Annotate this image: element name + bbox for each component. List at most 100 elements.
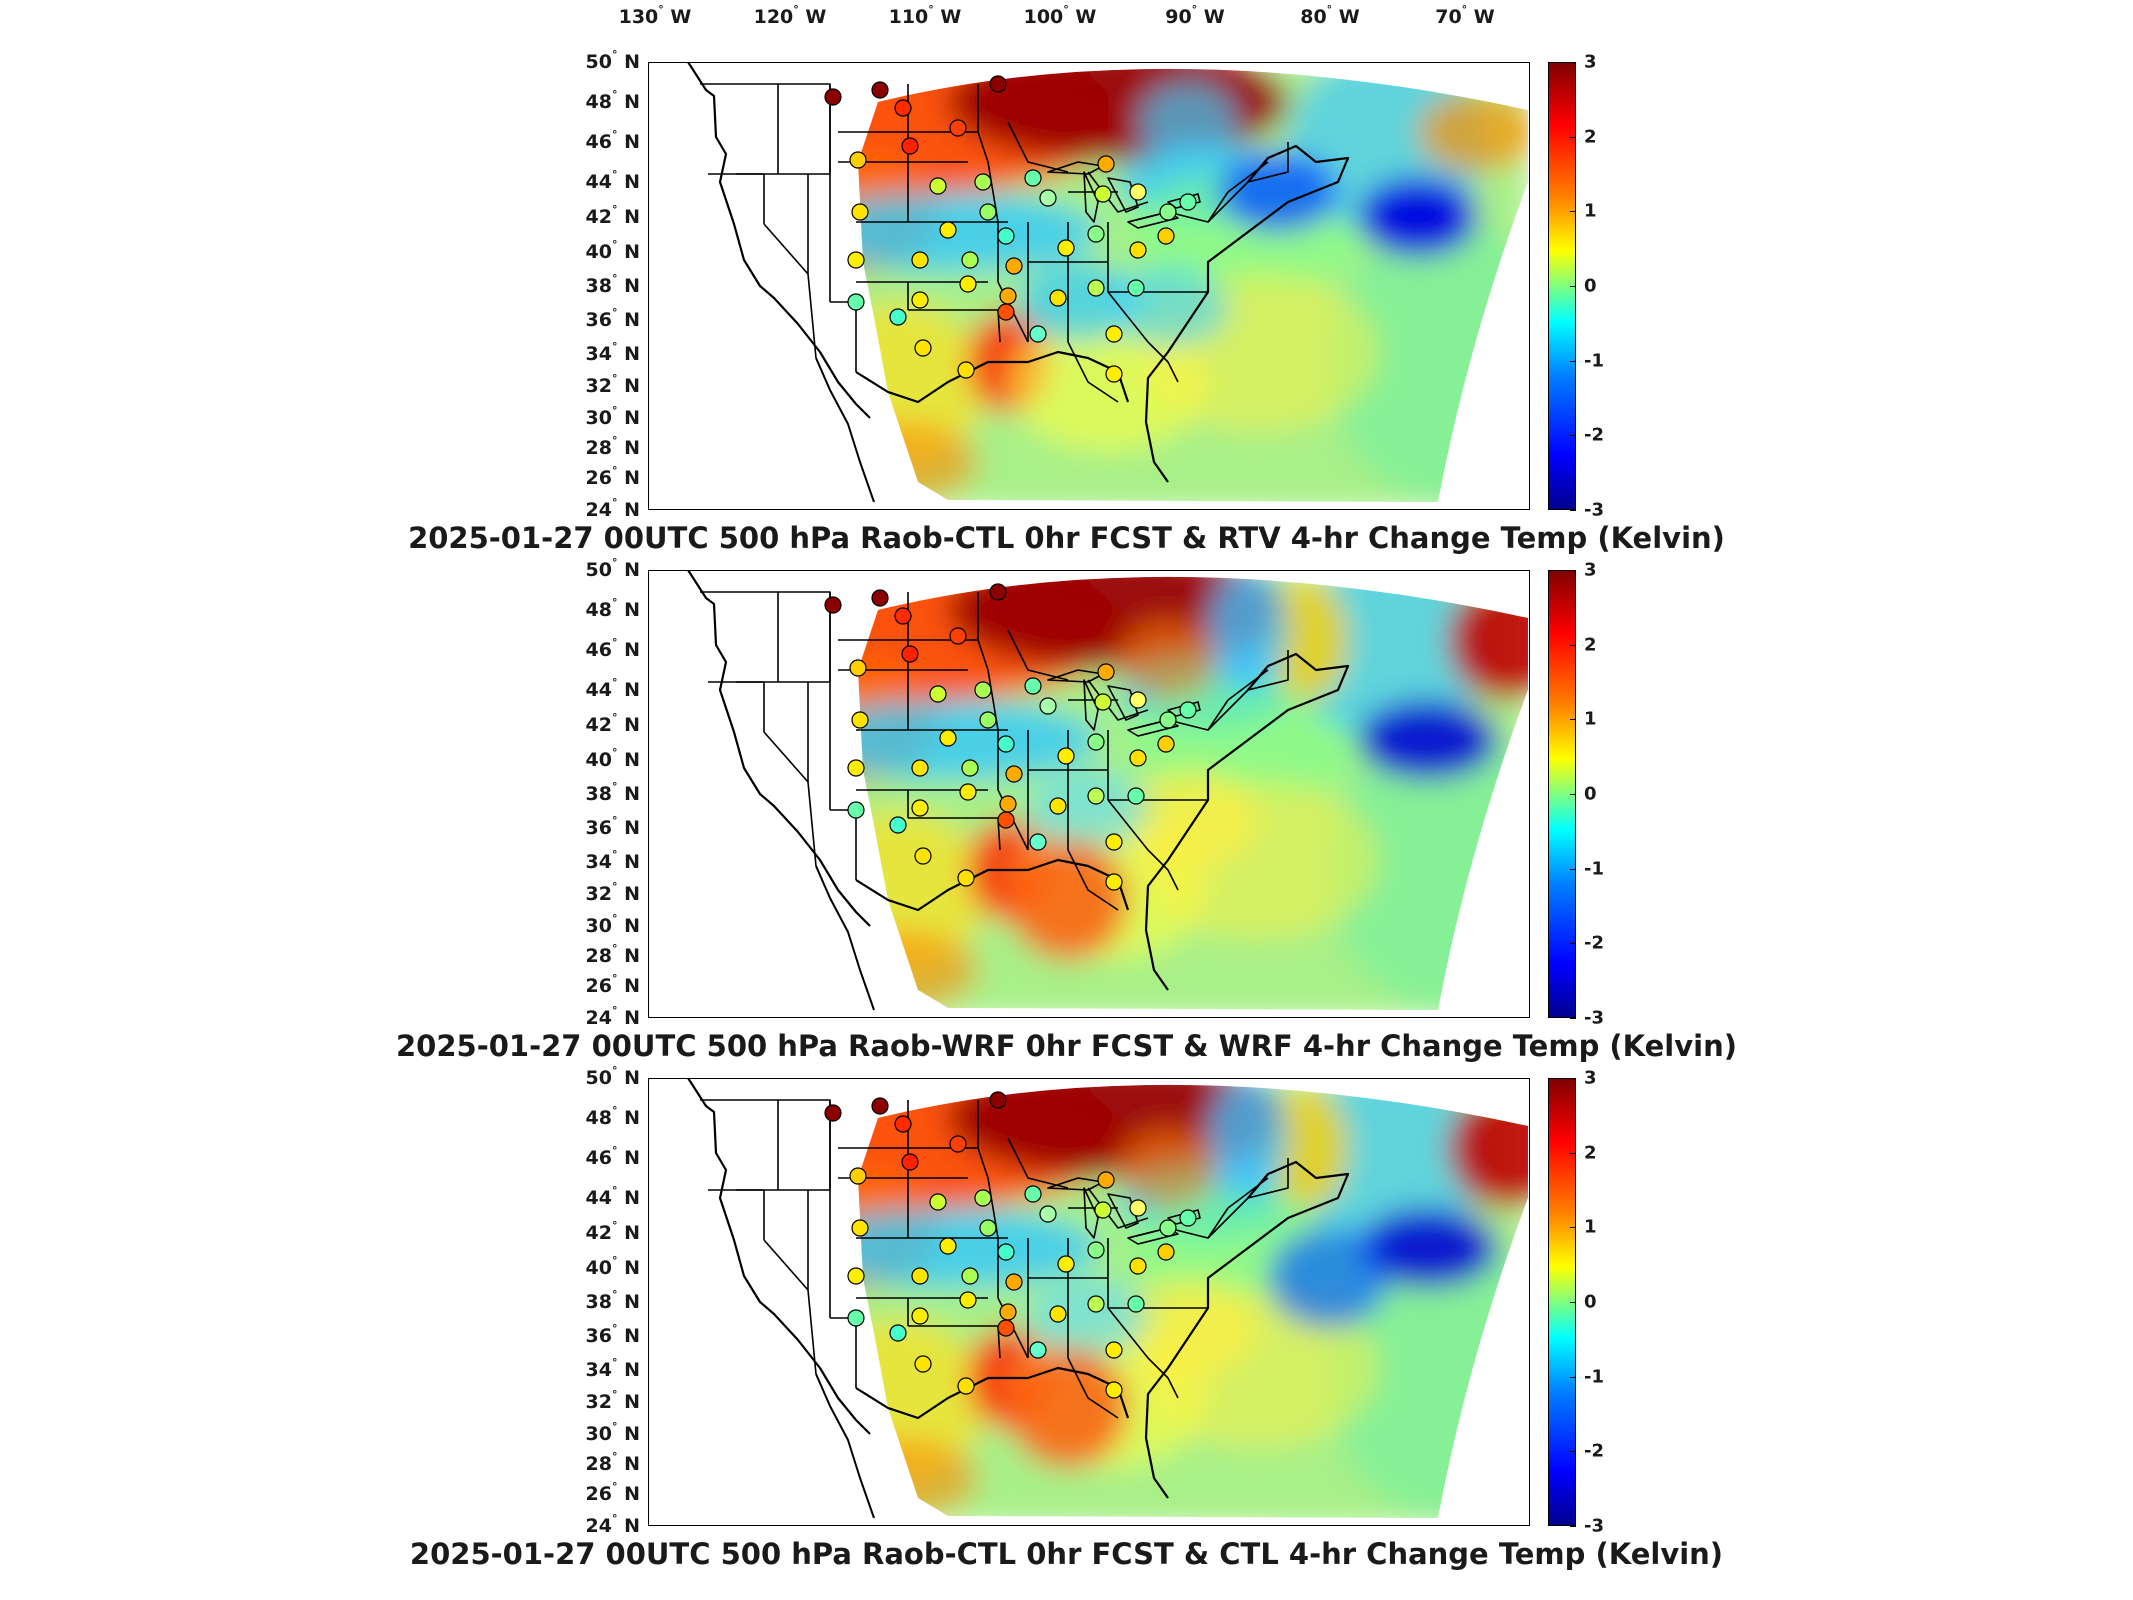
- latitude-label: 36° N: [585, 1322, 640, 1347]
- raob-station-marker: [1105, 873, 1123, 891]
- colorbar-tick-label: 3: [1584, 51, 1597, 73]
- latitude-label: 24° N: [585, 1004, 640, 1029]
- colorbar-tick-mark: [1570, 1451, 1576, 1453]
- longitude-label: 120° W: [753, 3, 827, 28]
- latitude-label: 34° N: [585, 848, 640, 873]
- colorbar-tick-mark: [1570, 868, 1576, 870]
- latitude-label: 26° N: [585, 972, 640, 997]
- raob-station-marker: [974, 681, 992, 699]
- raob-station-marker: [997, 735, 1015, 753]
- colorbar-tick-label: -3: [1584, 1515, 1604, 1537]
- raob-station-marker: [1127, 1295, 1145, 1313]
- raob-station-marker: [1159, 711, 1177, 729]
- raob-station-marker: [824, 596, 842, 614]
- latitude-label: 40° N: [585, 238, 640, 263]
- raob-station-marker: [1157, 1243, 1175, 1261]
- latitude-label: 36° N: [585, 814, 640, 839]
- latitude-label: 38° N: [585, 1288, 640, 1313]
- latitude-label: 46° N: [585, 1144, 640, 1169]
- map-canvas: [648, 570, 1530, 1018]
- raob-station-marker: [1157, 227, 1175, 245]
- colorbar-tick-label: -3: [1584, 1007, 1604, 1029]
- raob-station-marker: [1097, 1171, 1115, 1189]
- raob-station-marker: [957, 869, 975, 887]
- temperature-map: [648, 62, 1530, 510]
- colorbar-tick-mark: [1570, 360, 1576, 362]
- temperature-map: [648, 1078, 1530, 1526]
- raob-station-marker: [1049, 289, 1067, 307]
- raob-station-marker: [1087, 1295, 1105, 1313]
- raob-station-marker: [949, 627, 967, 645]
- raob-station-marker: [1057, 747, 1075, 765]
- colorbar-tick-label: 0: [1584, 783, 1597, 805]
- colorbar-tick-mark: [1570, 1302, 1576, 1303]
- latitude-label: 40° N: [585, 746, 640, 771]
- colorbar-tick-label: 1: [1584, 200, 1597, 222]
- latitude-label: 30° N: [585, 912, 640, 937]
- map-canvas: [648, 62, 1530, 510]
- colorbar-tick-label: -1: [1584, 350, 1604, 372]
- raob-station-marker: [894, 1115, 912, 1133]
- colorbar-tick-label: 0: [1584, 1291, 1597, 1313]
- raob-stations: [824, 583, 1197, 891]
- colorbar-tick-label: -1: [1584, 858, 1604, 880]
- raob-station-marker: [1057, 239, 1075, 257]
- raob-station-marker: [847, 1309, 865, 1327]
- raob-station-marker: [1129, 1199, 1147, 1217]
- latitude-axis: 50° N 48° N 46° N 44° N 42° N 40° N 38° N 36° N…: [560, 48, 640, 521]
- latitude-label: 48° N: [585, 596, 640, 621]
- raob-station-marker: [1005, 765, 1023, 783]
- raob-station-marker: [957, 1377, 975, 1395]
- raob-station-marker: [1179, 193, 1197, 211]
- latitude-label: 32° N: [585, 880, 640, 905]
- map-frame: [648, 62, 1530, 510]
- latitude-label: 36° N: [585, 306, 640, 331]
- longitude-label: 70° W: [1435, 3, 1495, 28]
- colorbar-tick-mark: [1570, 570, 1576, 571]
- raob-station-marker: [914, 339, 932, 357]
- latitude-label: 44° N: [585, 168, 640, 193]
- raob-station-marker: [901, 645, 919, 663]
- latitude-label: 24° N: [585, 496, 640, 521]
- colorbar-tick-mark: [1570, 435, 1576, 437]
- raob-station-marker: [911, 251, 929, 269]
- raob-station-marker: [1049, 797, 1067, 815]
- raob-station-marker: [914, 1355, 932, 1373]
- raob-station-marker: [974, 173, 992, 191]
- raob-station-marker: [847, 801, 865, 819]
- raob-station-marker: [1087, 787, 1105, 805]
- raob-station-marker: [1105, 1381, 1123, 1399]
- latitude-label: 26° N: [585, 1480, 640, 1505]
- latitude-label: 30° N: [585, 1420, 640, 1445]
- raob-station-marker: [889, 308, 907, 326]
- latitude-axis: 50° N 48° N 46° N 44° N 42° N 40° N 38° N 36° N…: [560, 1064, 640, 1537]
- colorbar-tick-label: 0: [1584, 275, 1597, 297]
- latitude-label: 44° N: [585, 676, 640, 701]
- raob-station-marker: [989, 583, 1007, 601]
- raob-station-marker: [1097, 155, 1115, 173]
- raob-station-marker: [1127, 787, 1145, 805]
- latitude-label: 28° N: [585, 942, 640, 967]
- colorbar-tick-label: 2: [1584, 1142, 1597, 1164]
- colorbar-tick-label: -2: [1584, 1440, 1604, 1462]
- latitude-label: 32° N: [585, 1388, 640, 1413]
- colorbar-tick-label: -1: [1584, 1366, 1604, 1388]
- map-panel-wrf: 50° N 48° N 46° N 44° N 42° N 40° N 38° N 36° N…: [0, 556, 2133, 1080]
- colorbar-tick-label: 2: [1584, 634, 1597, 656]
- latitude-label: 38° N: [585, 780, 640, 805]
- raob-station-marker: [989, 75, 1007, 93]
- raob-station-marker: [939, 1237, 957, 1255]
- raob-station-marker: [889, 816, 907, 834]
- colorbar-tick-mark: [1570, 136, 1576, 138]
- raob-station-marker: [997, 1243, 1015, 1261]
- latitude-label: 34° N: [585, 1356, 640, 1381]
- raob-station-marker: [999, 1303, 1017, 1321]
- raob-station-marker: [1087, 225, 1105, 243]
- raob-station-marker: [824, 88, 842, 106]
- raob-station-marker: [1005, 1273, 1023, 1291]
- colorbar-tick-mark: [1570, 510, 1576, 511]
- raob-station-marker: [1129, 749, 1147, 767]
- raob-station-marker: [997, 811, 1015, 829]
- raob-station-marker: [999, 795, 1017, 813]
- raob-station-marker: [1129, 183, 1147, 201]
